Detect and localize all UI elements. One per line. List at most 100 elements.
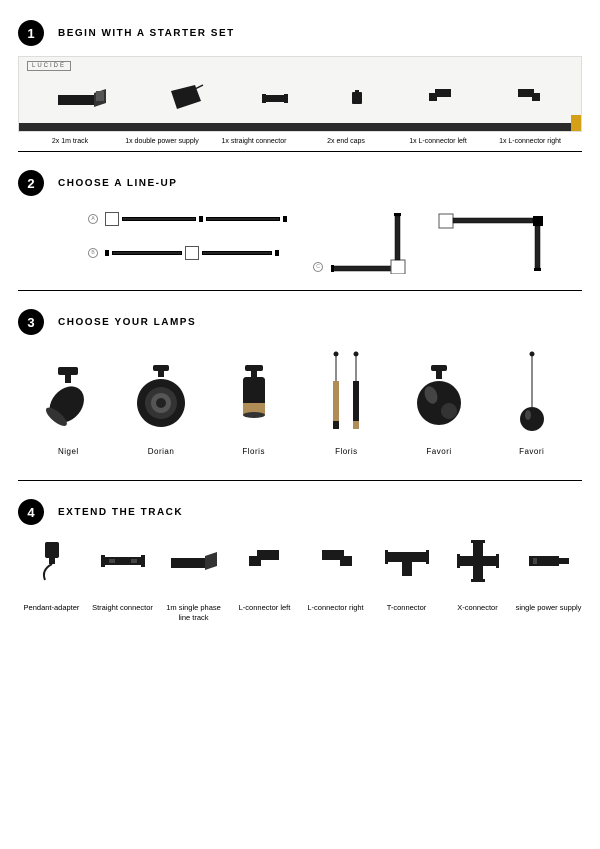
lineup-col-straight: A B [88, 212, 287, 260]
lamp-item: Nigel [22, 353, 115, 456]
lamps-row: Nigel Dorian [18, 345, 582, 456]
lineup-mark: B [88, 248, 98, 258]
extend-item: single power supply [515, 539, 582, 623]
extend-item: 1m single phase line track [160, 539, 227, 623]
l-connector-left-icon [425, 85, 457, 111]
track-segment [112, 251, 182, 255]
extend-label: Pendant-adapter [24, 603, 80, 613]
lineup-mark: C [313, 262, 323, 272]
section-lineup: 2 CHOOSE A LINE-UP A B [18, 170, 582, 291]
starter-label: 1x straight connector [208, 138, 300, 145]
starter-label: 1x double power supply [116, 138, 208, 145]
starter-label: 1x L-connector left [392, 138, 484, 145]
lineup-d [437, 212, 547, 274]
starter-label: 2x 1m track [24, 138, 116, 145]
lineup-b: B [88, 246, 287, 260]
l-connector-left-icon [245, 546, 285, 576]
step-number-badge: 1 [18, 20, 44, 46]
lamp-label: Nigel [58, 447, 79, 456]
lineup-a: A [88, 212, 287, 226]
extend-label: Straight connector [92, 603, 153, 613]
l-shape-diagram [331, 212, 411, 274]
lamp-label: Dorian [148, 447, 175, 456]
lineup-c: C [313, 212, 411, 274]
lamp-dorian-icon [131, 363, 191, 433]
starter-labels-row: 2x 1m track 1x double power supply 1x st… [18, 138, 582, 145]
track-icon [56, 85, 110, 111]
lamp-label: Floris [335, 447, 358, 456]
l-connector-right-icon [512, 85, 544, 111]
divider [18, 151, 582, 152]
divider [18, 290, 582, 291]
extend-item: Pendant-adapter [18, 539, 85, 623]
divider [18, 480, 582, 481]
power-box-icon [185, 246, 199, 260]
end-cap-piece [105, 250, 109, 256]
x-connector-icon [457, 540, 499, 582]
extend-row: Pendant-adapter Straight connector [18, 535, 582, 627]
banner-items [29, 83, 571, 113]
banner-footer-tag [571, 115, 581, 131]
section-starter-set: 1 BEGIN WITH A STARTER SET LUCIDE [18, 20, 582, 152]
l-connector-right-icon [316, 546, 356, 576]
lineup-mark: A [88, 214, 98, 224]
lamp-item: Favori [393, 353, 486, 456]
section-title: CHOOSE A LINE-UP [58, 178, 177, 189]
lamp-floris-pendant-icon [322, 351, 370, 433]
starter-label: 1x L-connector right [484, 138, 576, 145]
extend-item: X-connector [444, 539, 511, 623]
lineups-container: A B C [18, 206, 582, 284]
track-segment [202, 251, 272, 255]
connector-piece [199, 216, 203, 222]
section-title: EXTEND THE TRACK [58, 507, 183, 518]
section-header: 2 CHOOSE A LINE-UP [18, 170, 582, 196]
extend-label: L-connector left [239, 603, 291, 613]
end-caps-icon [344, 88, 370, 108]
lamp-favori-pendant-icon [512, 351, 552, 433]
extend-label: 1m single phase line track [160, 603, 227, 623]
track-segment [122, 217, 196, 221]
banner-footer-bar [19, 123, 581, 131]
extend-label: single power supply [516, 603, 582, 613]
end-cap-piece [283, 216, 287, 222]
lamp-item: Favori [485, 353, 578, 456]
lamp-floris-spot-icon [229, 363, 279, 433]
lamp-favori-spot-icon [411, 363, 467, 433]
step-number-badge: 2 [18, 170, 44, 196]
lamp-label: Floris [242, 447, 265, 456]
lamp-nigel-icon [38, 363, 98, 433]
extend-label: X-connector [457, 603, 497, 613]
lamp-item: Dorian [115, 353, 208, 456]
extend-item: T-connector [373, 539, 440, 623]
section-title: CHOOSE YOUR LAMPS [58, 317, 196, 328]
step-number-badge: 4 [18, 499, 44, 525]
section-title: BEGIN WITH A STARTER SET [58, 28, 235, 39]
section-extend: 4 EXTEND THE TRACK Pendant-adapter [18, 499, 582, 627]
extend-label: T-connector [387, 603, 427, 613]
single-power-supply-icon [527, 551, 571, 571]
t-connector-icon [385, 544, 429, 578]
section-header: 1 BEGIN WITH A STARTER SET [18, 20, 582, 46]
brand-label: LUCIDE [27, 61, 71, 71]
section-header: 3 CHOOSE YOUR LAMPS [18, 309, 582, 335]
lamp-item: Floris [300, 353, 393, 456]
track-segment [206, 217, 280, 221]
extend-label: L-connector right [307, 603, 363, 613]
starter-label: 2x end caps [300, 138, 392, 145]
l-shape-diagram [437, 212, 547, 274]
lamp-item: Floris [207, 353, 300, 456]
lamp-label: Favori [519, 447, 544, 456]
pendant-adapter-icon [35, 540, 69, 582]
extend-item: L-connector left [231, 539, 298, 623]
extend-item: Straight connector [89, 539, 156, 623]
step-number-badge: 3 [18, 309, 44, 335]
power-box-icon [105, 212, 119, 226]
power-supply-icon [165, 83, 205, 113]
lamp-label: Favori [426, 447, 451, 456]
section-header: 4 EXTEND THE TRACK [18, 499, 582, 525]
end-cap-piece [275, 250, 279, 256]
section-lamps: 3 CHOOSE YOUR LAMPS Nigel [18, 309, 582, 481]
extend-item: L-connector right [302, 539, 369, 623]
starter-banner: LUCIDE [18, 56, 582, 132]
straight-connector-icon [99, 551, 147, 571]
